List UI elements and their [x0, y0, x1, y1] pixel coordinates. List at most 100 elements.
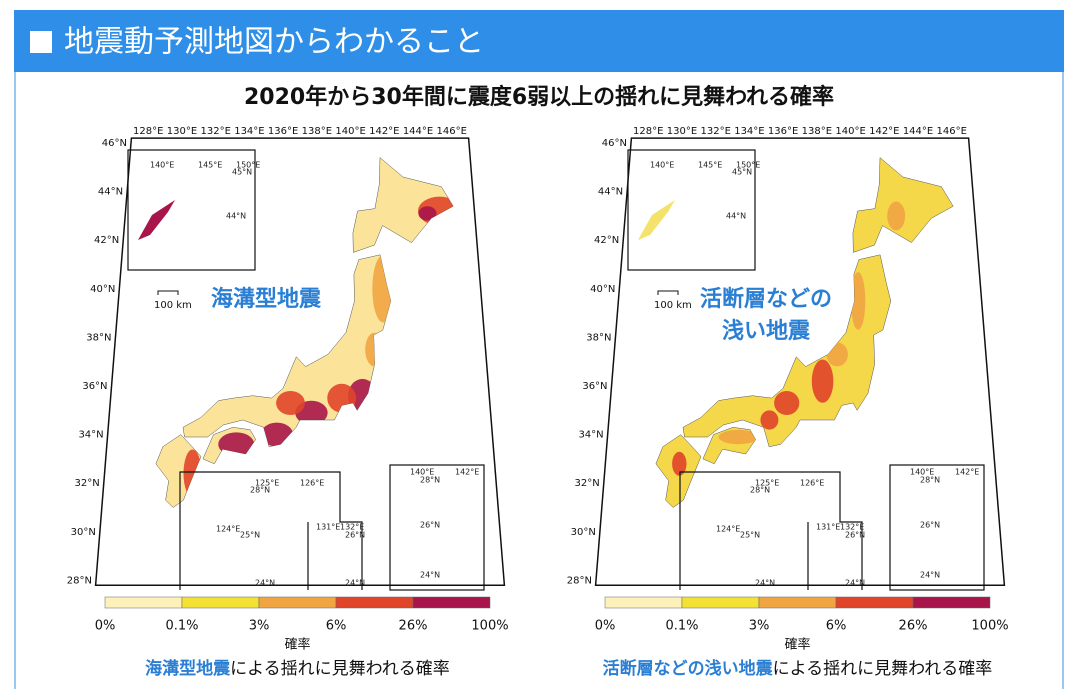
legend-swatch: [412, 596, 491, 609]
inset-label: 24°N: [920, 571, 940, 580]
hazard-area: [418, 206, 437, 221]
hazard-area: [760, 410, 779, 430]
inset-label: 132°E: [840, 523, 864, 532]
inset-label: 24°N: [845, 579, 865, 588]
inset-box: [679, 471, 863, 590]
inset-label: 140°E: [650, 161, 674, 170]
longitude-label: 128°E: [133, 126, 163, 137]
latitude-label: 32°N: [575, 478, 600, 489]
caption: 海溝型地震による揺れに見舞われる確率: [145, 658, 450, 679]
scale-bar: [157, 290, 179, 295]
scale-label: 100 km: [154, 300, 192, 311]
inset-label: 124°E: [216, 525, 240, 534]
legend-title: 確率: [784, 637, 810, 653]
longitude-label: 144°E: [403, 126, 433, 137]
inset-label: 142°E: [455, 468, 479, 477]
inset-label: 24°N: [755, 579, 775, 588]
inset-label: 45°N: [732, 168, 752, 177]
hazard-area: [774, 391, 800, 416]
legend-label: 0.1%: [165, 619, 198, 634]
inset-label: 44°N: [226, 212, 246, 221]
latitude-label: 40°N: [90, 284, 115, 295]
hazard-area: [672, 451, 687, 476]
inset-label: 145°E: [698, 161, 722, 170]
longitude-label: 134°E: [234, 126, 264, 137]
inset-label: 125°E: [255, 479, 279, 488]
inset-label: 26°N: [345, 531, 365, 540]
land: [352, 157, 454, 253]
hazard-area: [718, 429, 759, 445]
inset-label: 126°E: [800, 479, 824, 488]
legend-label: 6%: [326, 619, 347, 634]
inset-label: 140°E: [150, 161, 174, 170]
longitude-label: 136°E: [268, 126, 298, 137]
inset-box: [627, 149, 756, 271]
longitude-label: 146°E: [937, 126, 967, 137]
legend-label: 100%: [471, 619, 508, 634]
land: [852, 157, 954, 253]
legend-label: 26%: [899, 619, 928, 634]
legend-label: 0%: [95, 619, 116, 634]
latitude-label: 38°N: [86, 332, 111, 343]
legend-swatch: [758, 596, 837, 609]
inset-label: 142°E: [955, 468, 979, 477]
longitude-label: 142°E: [869, 126, 899, 137]
latitude-label: 36°N: [582, 381, 607, 392]
legend-swatch: [604, 596, 683, 609]
inset-label: 150°E: [736, 161, 760, 170]
longitude-label: 140°E: [835, 126, 865, 137]
latitude-label: 34°N: [78, 430, 103, 441]
latitude-label: 44°N: [598, 187, 623, 198]
inset-label: 132°E: [340, 523, 364, 532]
legend-swatch: [181, 596, 260, 609]
legend-label: 0.1%: [665, 619, 698, 634]
longitude-label: 138°E: [302, 126, 332, 137]
subtitle: 2020年から30年間に震度6弱以上の揺れに見舞われる確率: [244, 84, 834, 110]
inset-label: 28°N: [920, 476, 940, 485]
latitude-label: 42°N: [94, 235, 119, 246]
latitude-label: 46°N: [602, 138, 627, 149]
inset-label: 126°E: [300, 479, 324, 488]
longitude-label: 128°E: [633, 126, 663, 137]
hazard-area: [850, 272, 866, 330]
legend-swatch: [912, 596, 991, 609]
longitude-label: 138°E: [802, 126, 832, 137]
header-icon: [30, 31, 52, 53]
latitude-label: 44°N: [98, 187, 123, 198]
inset-label: 44°N: [726, 212, 746, 221]
legend-label: 26%: [399, 619, 428, 634]
header-bar: [14, 10, 1064, 72]
legend-swatch: [835, 596, 914, 609]
inset-label: 131°E: [816, 523, 840, 532]
legend-label: 3%: [249, 619, 270, 634]
latitude-label: 32°N: [75, 478, 100, 489]
longitude-label: 144°E: [903, 126, 933, 137]
map-label: 浅い地震: [722, 319, 811, 344]
longitude-label: 132°E: [200, 126, 230, 137]
latitude-label: 42°N: [594, 235, 619, 246]
latitude-label: 28°N: [67, 575, 92, 586]
inset-label: 45°N: [232, 168, 252, 177]
legend-label: 6%: [826, 619, 847, 634]
caption-highlight: 活断層などの浅い地震: [603, 658, 774, 679]
inset-label: 26°N: [845, 531, 865, 540]
inset-label: 25°N: [240, 531, 260, 540]
hazard-area: [887, 201, 906, 231]
latitude-label: 36°N: [82, 381, 107, 392]
legend-label: 3%: [749, 619, 770, 634]
longitude-label: 140°E: [335, 126, 365, 137]
inset-label: 24°N: [255, 579, 275, 588]
latitude-label: 38°N: [586, 332, 611, 343]
inset-label: 28°N: [420, 476, 440, 485]
longitude-label: 142°E: [369, 126, 399, 137]
latitude-label: 30°N: [71, 527, 96, 538]
inset-box: [127, 149, 256, 271]
hazard-area: [276, 391, 305, 416]
legend-swatch: [104, 596, 183, 609]
map-label: 活断層などの: [700, 286, 832, 312]
longitude-label: 132°E: [700, 126, 730, 137]
inset-label: 24°N: [420, 571, 440, 580]
latitude-label: 34°N: [578, 430, 603, 441]
caption-highlight: 海溝型地震: [145, 658, 231, 679]
